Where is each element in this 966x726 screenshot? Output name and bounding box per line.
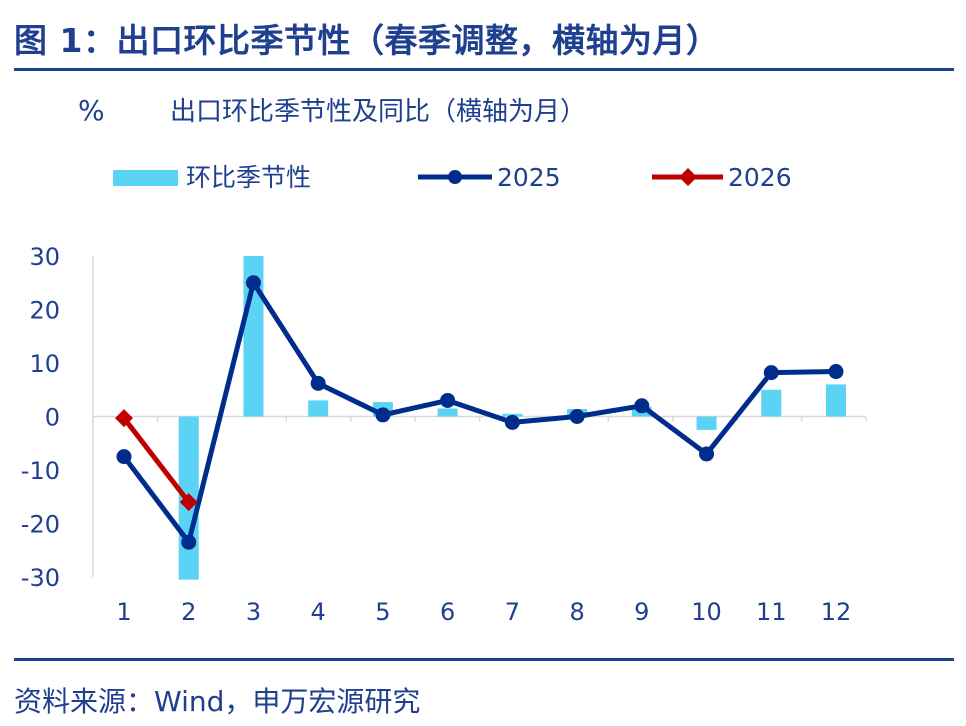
bar xyxy=(761,389,782,417)
bar xyxy=(437,408,458,417)
x-tick-label: 10 xyxy=(691,598,722,626)
bar xyxy=(696,416,717,430)
legend-marker-2025 xyxy=(448,170,462,184)
x-tick-label: 8 xyxy=(569,598,584,626)
series-2025-point xyxy=(375,407,391,423)
series-2025-point xyxy=(504,414,520,430)
y-tick-label: -10 xyxy=(21,457,60,485)
series-2025-point xyxy=(569,409,585,424)
series-2025-line xyxy=(122,280,837,545)
x-tick-label: 3 xyxy=(246,598,261,626)
legend: 环比季节性 2025 2026 xyxy=(113,163,792,192)
x-tick-label: 12 xyxy=(821,598,852,626)
source-rule xyxy=(14,658,954,661)
bar xyxy=(308,400,329,417)
y-tick-label: 0 xyxy=(45,404,60,432)
x-tick-label: 11 xyxy=(756,598,787,626)
series-2025-point xyxy=(181,534,197,550)
figure-title: 图 1：出口环比季节性（春季调整，横轴为月） xyxy=(14,21,720,60)
x-tick-label: 9 xyxy=(634,598,649,626)
x-tick-label: 6 xyxy=(440,598,455,626)
series-2026-point xyxy=(115,409,133,428)
legend-label-2026: 2026 xyxy=(728,163,792,192)
series-2025-point xyxy=(245,275,261,291)
y-tick-label: -20 xyxy=(21,511,60,539)
title-rule xyxy=(14,68,954,71)
series-2025-point xyxy=(116,449,132,465)
chart-subtitle: 出口环比季节性及同比（横轴为月） xyxy=(170,97,586,127)
y-tick-label: -30 xyxy=(21,564,60,592)
legend-label-bar: 环比季节性 xyxy=(186,163,311,192)
x-tick-label: 7 xyxy=(505,598,520,626)
y-tick-label: 20 xyxy=(29,297,60,325)
series-2025-point xyxy=(763,365,779,381)
x-tick-label: 1 xyxy=(116,598,131,626)
series-2026-line xyxy=(122,416,191,504)
chart: % 出口环比季节性及同比（横轴为月） 环比季节性 2025 2026 30 20 10 0… xyxy=(21,94,867,626)
series-2025-point xyxy=(440,392,456,408)
series-2026-point xyxy=(179,493,198,512)
series-2025-point xyxy=(310,375,326,391)
y-unit-label: % xyxy=(78,94,105,127)
bar xyxy=(826,384,846,417)
legend-label-2025: 2025 xyxy=(497,163,561,192)
y-tick-label: 30 xyxy=(29,243,60,271)
legend-swatch-bar xyxy=(113,170,178,186)
y-tick-label: 10 xyxy=(29,350,60,378)
x-tick-label: 2 xyxy=(181,598,196,626)
series-2025-point xyxy=(828,364,844,380)
x-tick-label: 5 xyxy=(375,598,390,626)
series-2025-point xyxy=(634,398,650,414)
source-note: 资料来源：Wind，申万宏源研究 xyxy=(14,685,421,718)
legend-marker-2026 xyxy=(679,168,697,186)
x-tick-label: 4 xyxy=(311,598,326,626)
series-2025-point xyxy=(699,446,715,462)
